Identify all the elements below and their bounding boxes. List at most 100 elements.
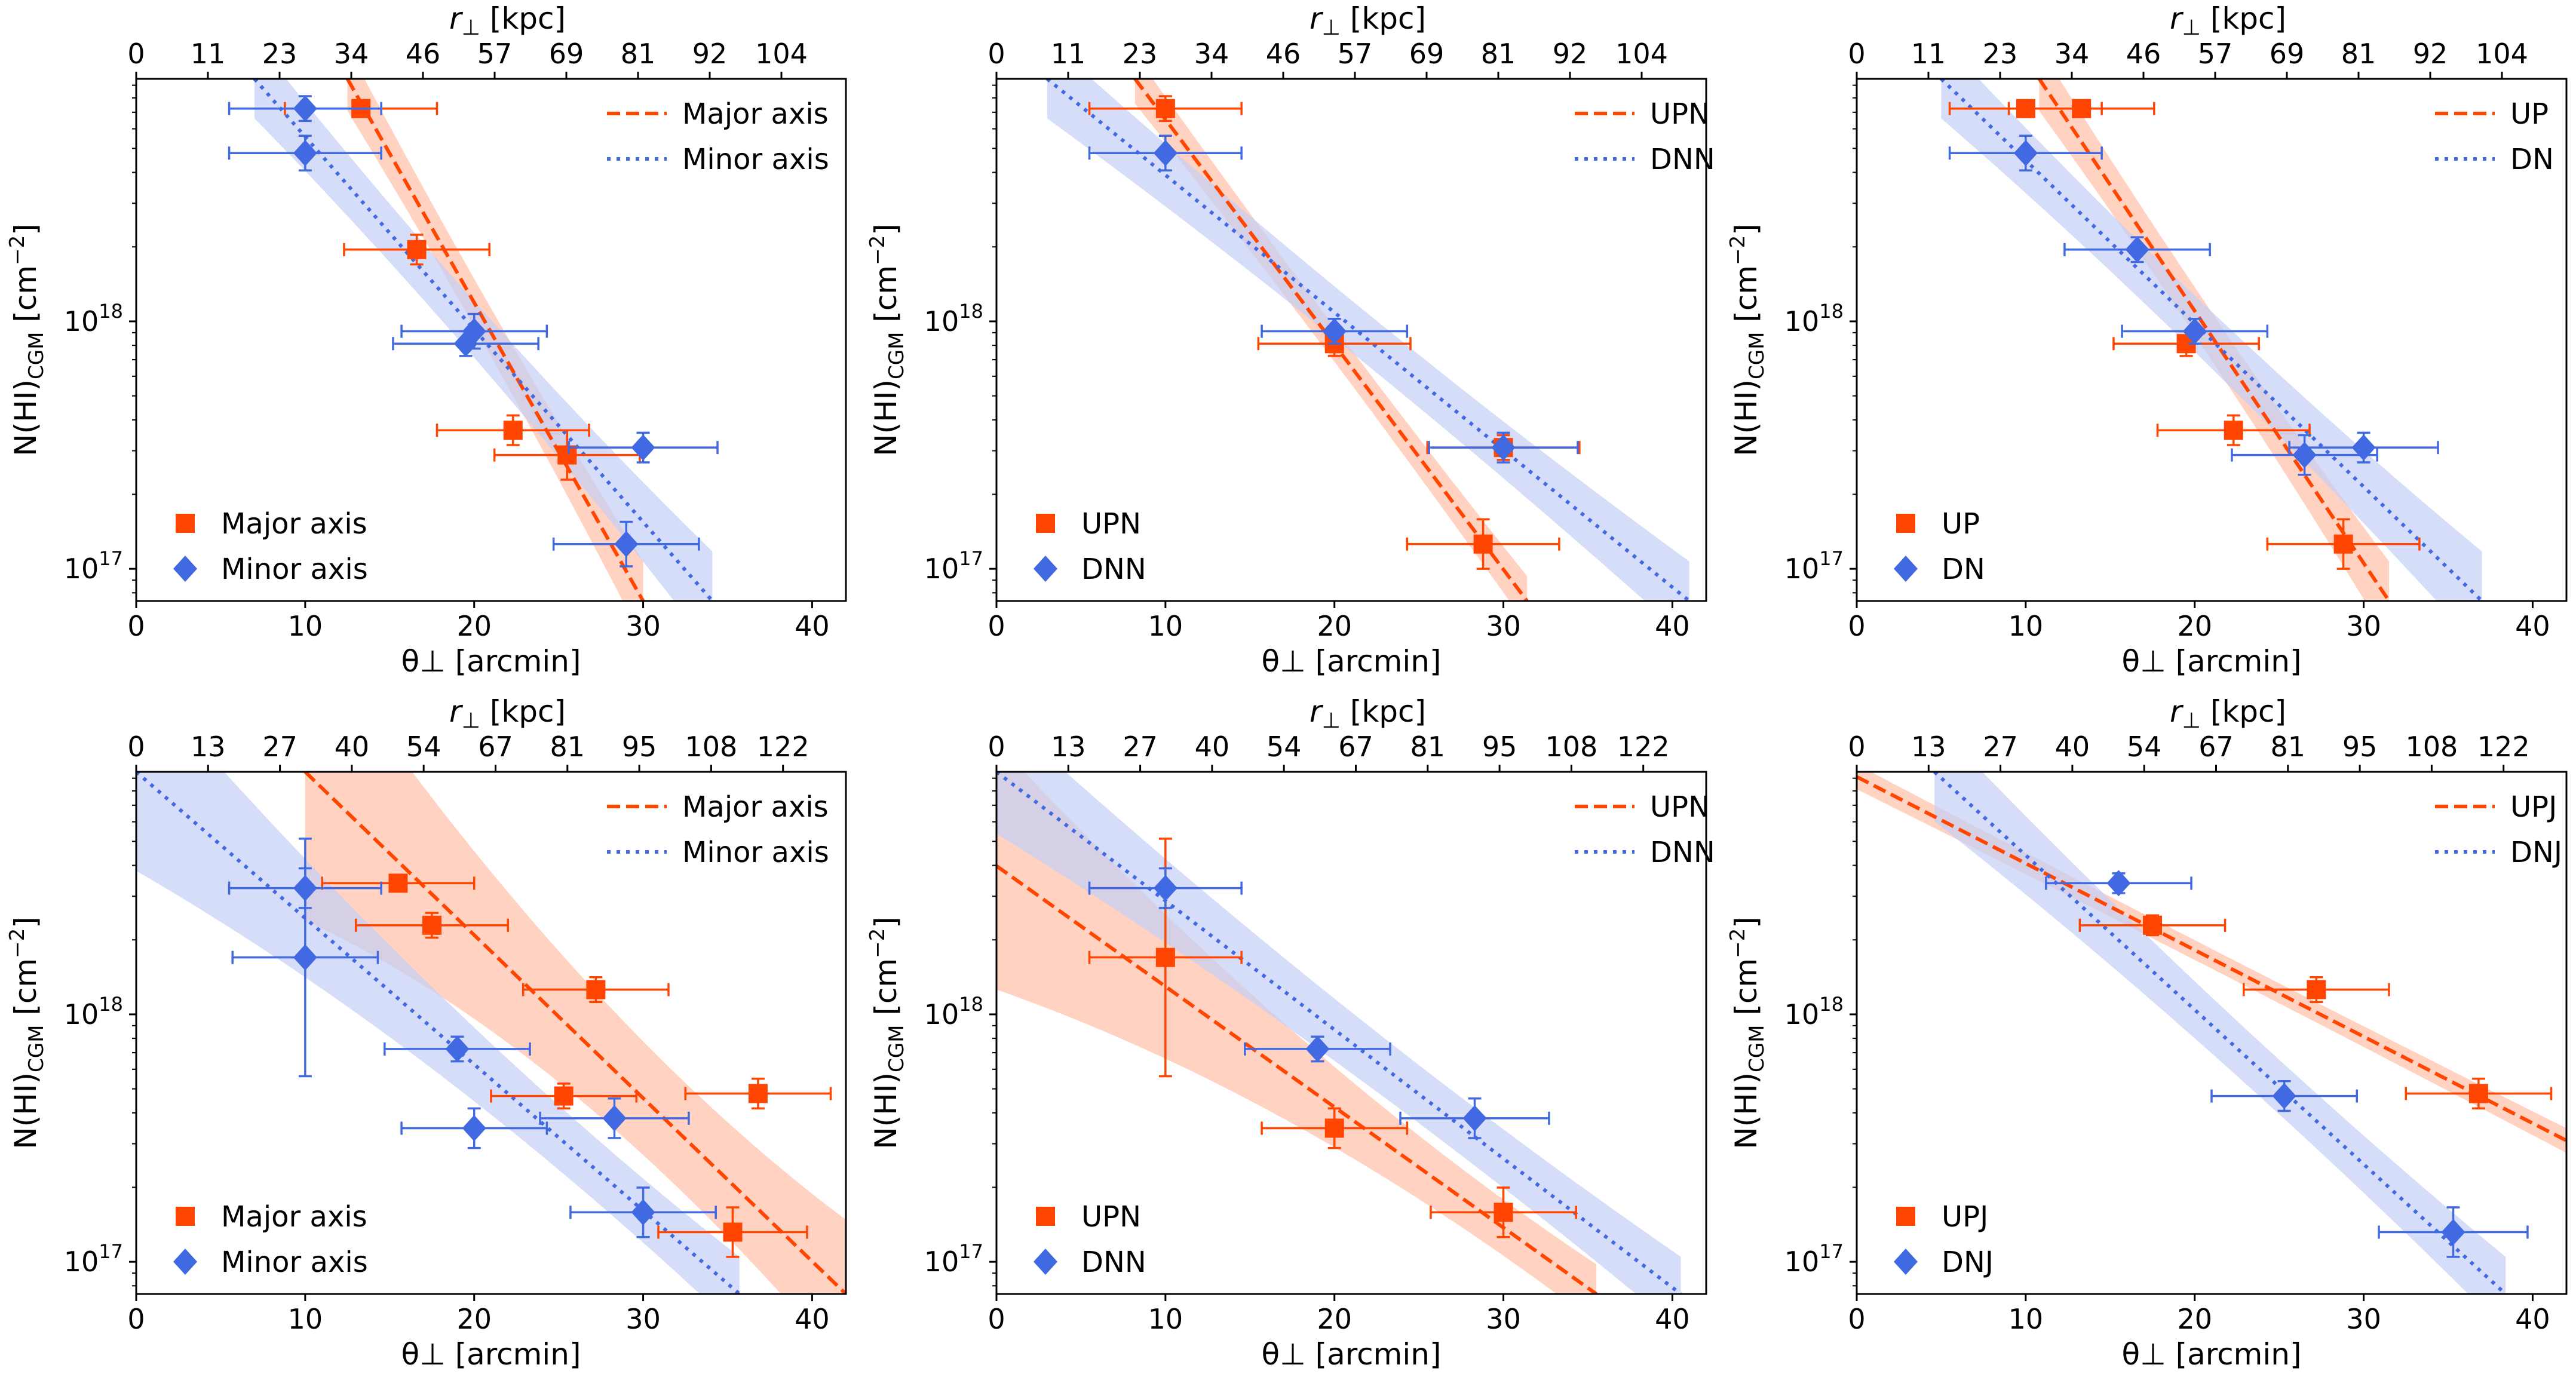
top-tick-label: 108 — [685, 731, 737, 763]
y-axis-label: N(HI)CGM [cm−2] — [866, 916, 909, 1149]
y-tick-exponent: 17 — [1819, 1240, 1844, 1263]
y-axis-label-main: N(HI) — [869, 379, 903, 456]
top-tick-label: 122 — [757, 731, 809, 763]
data-point — [522, 976, 670, 1003]
fit-line-minor — [1045, 79, 1691, 601]
data-point — [1261, 1107, 1409, 1149]
diamond-marker — [614, 530, 639, 557]
legend-marker-label: DNN — [1081, 553, 1146, 586]
plot-frame — [1856, 771, 2568, 1295]
y-axis-label-close: ] — [1729, 223, 1764, 235]
top-axis-label-unit: [kpc] — [2201, 1, 2286, 36]
y-tick-exponent: 18 — [99, 300, 123, 323]
fit-line-minor — [253, 79, 714, 601]
diamond-marker — [1305, 1035, 1330, 1062]
legend-marker-label: UP — [1942, 507, 1980, 541]
top-axis-label-unit: [kpc] — [480, 1, 566, 36]
y-axis-label-sub: CGM — [1745, 1025, 1769, 1072]
legend-diamond-marker — [1894, 1249, 1918, 1275]
top-tick-label: 54 — [2127, 731, 2162, 763]
top-tick-label: 0 — [1848, 38, 1865, 70]
y-tick-label: 1017 — [924, 547, 983, 585]
y-axis-label-main: N(HI) — [1729, 1072, 1764, 1149]
x-tick-label: 0 — [127, 1303, 145, 1335]
top-axis-label: r⊥ [kpc] — [449, 1, 566, 40]
x-tick-label: 20 — [456, 1303, 492, 1335]
top-tick-label: 27 — [1983, 731, 2018, 763]
y-tick-exponent: 18 — [99, 993, 123, 1016]
diamond-marker — [293, 140, 317, 167]
top-axis-label-r: r — [2170, 694, 2184, 729]
square-marker — [1473, 534, 1493, 554]
chart-panel-6: 0 10 20 30 40 0 13 27 40 54 67 81 95 108 122 1017 1018 θ⊥… — [1726, 694, 2568, 1372]
x-tick-label: 0 — [988, 610, 1005, 642]
x-axis-label: θ⊥ [arcmin] — [401, 644, 581, 679]
top-axis-label-unit: [kpc] — [1341, 1, 1426, 36]
square-marker — [557, 445, 577, 465]
top-tick-label: 81 — [550, 731, 585, 763]
legend-diamond-marker — [173, 556, 197, 582]
data-point — [1088, 134, 1243, 172]
legend-line-label: Minor axis — [682, 143, 829, 176]
diamond-marker — [462, 1115, 486, 1142]
top-axis-label-r: r — [2170, 1, 2184, 36]
y-axis-label-sub: CGM — [24, 1025, 48, 1072]
y-axis-label-main: N(HI) — [8, 379, 43, 456]
diamond-marker — [2351, 434, 2376, 461]
data-point — [568, 431, 719, 464]
diamond-marker — [2013, 140, 2038, 167]
y-tick-exponent: 18 — [959, 993, 983, 1016]
top-tick-label: 81 — [1481, 38, 1516, 70]
top-axis-label: r⊥ [kpc] — [1310, 694, 1426, 733]
top-tick-label: 81 — [1410, 731, 1446, 763]
diamond-marker — [2182, 318, 2207, 345]
legend-marker-label: DNN — [1081, 1246, 1146, 1279]
y-tick-label: 1017 — [64, 1240, 123, 1278]
y-axis-label-unit: [cm — [8, 958, 43, 1025]
legend-line-label: DNN — [1650, 836, 1715, 869]
data-point — [2045, 870, 2192, 897]
top-tick-label: 95 — [622, 731, 657, 763]
data-point — [354, 912, 510, 939]
y-tick-label: 1017 — [1784, 547, 1844, 585]
y-axis-label-close: ] — [869, 223, 903, 235]
x-tick-label: 10 — [288, 1303, 323, 1335]
diamond-marker — [445, 1035, 470, 1062]
square-marker — [1155, 947, 1175, 967]
y-axis-label-unit: [cm — [1729, 958, 1764, 1025]
chart-panel-3: 0 10 20 30 40 0 11 23 34 46 57 69 81 92 104 1017 1018 θ⊥ … — [1726, 1, 2568, 679]
square-marker — [388, 873, 408, 893]
top-tick-label: 95 — [1482, 731, 1517, 763]
data-point — [1428, 431, 1579, 464]
top-tick-label: 40 — [1195, 731, 1230, 763]
diamond-marker — [2125, 236, 2149, 263]
confidence-band-minor — [136, 772, 740, 1294]
x-tick-label: 20 — [2177, 610, 2212, 642]
data-point — [2121, 318, 2269, 345]
top-tick-label: 13 — [1051, 731, 1086, 763]
data-point — [384, 1035, 531, 1063]
top-tick-label: 54 — [406, 731, 441, 763]
data-point — [400, 1107, 548, 1149]
y-axis-label-close: ] — [8, 223, 43, 235]
y-tick-label: 1018 — [64, 993, 123, 1031]
top-tick-label: 122 — [2477, 731, 2530, 763]
y-tick-label: 1018 — [924, 300, 983, 338]
data-point — [2378, 1206, 2529, 1258]
square-marker — [1155, 99, 1175, 118]
y-tick-exponent: 17 — [959, 547, 983, 570]
x-tick-label: 30 — [625, 610, 661, 642]
y-tick-exponent: 17 — [1819, 547, 1844, 570]
data-point — [657, 1206, 808, 1258]
x-tick-label: 0 — [988, 1303, 1005, 1335]
top-tick-label: 0 — [127, 38, 145, 70]
top-axis-label-unit: [kpc] — [2201, 694, 2286, 729]
top-tick-label: 34 — [1194, 38, 1229, 70]
legend-marker-label: Minor axis — [221, 1246, 368, 1279]
y-axis-label-unit: [cm — [1729, 265, 1764, 332]
plot-frame — [135, 771, 847, 1295]
top-tick-label: 104 — [1615, 38, 1668, 70]
top-axis-label: r⊥ [kpc] — [2170, 1, 2286, 40]
top-tick-label: 92 — [2413, 38, 2448, 70]
square-marker — [2307, 980, 2326, 999]
